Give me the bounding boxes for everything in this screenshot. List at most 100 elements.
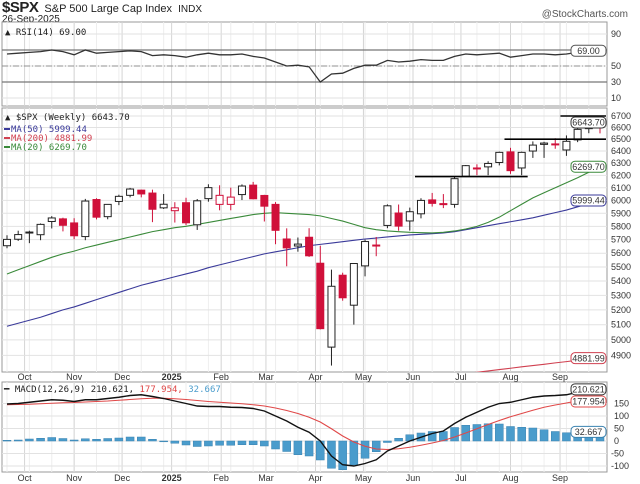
candle-body	[327, 285, 336, 348]
histogram-value-tag-text: 32.667	[575, 427, 603, 437]
candle-body	[237, 185, 246, 196]
candle-body	[405, 211, 414, 222]
rsi-line	[6, 49, 600, 83]
histogram-value-tag: 32.667	[570, 425, 607, 438]
candle-body	[170, 207, 179, 212]
macd-histogram-bar	[293, 440, 303, 455]
price-tick-label: 6300	[611, 158, 631, 168]
tag-ma20: 6269.70	[570, 160, 607, 173]
candle-body	[428, 199, 437, 204]
macd-histogram-bar	[360, 440, 370, 459]
candle	[3, 235, 11, 249]
candle	[338, 272, 347, 301]
candle	[495, 151, 504, 166]
rsi-tick-label: 50	[611, 61, 621, 71]
macd-histogram-bar	[394, 438, 403, 442]
candle	[305, 228, 314, 257]
candle-body	[383, 205, 392, 226]
candle-body	[450, 178, 459, 205]
candle	[551, 138, 560, 149]
signal-value-tag: 177.954	[570, 395, 607, 408]
candle	[372, 236, 381, 257]
macd-date-tick-label: Apr	[308, 473, 322, 483]
macd-histogram-bar	[204, 440, 213, 447]
candle	[528, 141, 537, 158]
price-last-tag-box	[570, 116, 607, 129]
macd-histogram-bar	[92, 439, 101, 442]
candle	[450, 176, 459, 208]
tag-ma200-box	[570, 352, 607, 365]
candle	[193, 199, 202, 230]
signal-value-tag-box	[570, 395, 607, 408]
macd-date-tick-label: Jun	[406, 473, 421, 483]
candle-body	[573, 128, 582, 141]
macd-histogram-bar	[13, 439, 23, 442]
macd-histogram-bar	[125, 436, 135, 442]
candle	[293, 237, 302, 252]
candle-body	[204, 187, 213, 200]
price-date-tick-label: Sep	[552, 372, 568, 382]
candle	[182, 197, 191, 226]
candle-body	[551, 143, 560, 146]
macd-histogram-bar	[181, 440, 191, 446]
candle	[349, 263, 358, 325]
macd-value-tag-text: 210.621	[572, 385, 605, 395]
candle	[148, 189, 157, 223]
candle-body	[416, 199, 425, 215]
candle-body	[58, 218, 67, 226]
candle-body	[215, 194, 224, 205]
macd-histogram-bar	[528, 427, 538, 442]
tag-ma50-box	[570, 194, 607, 207]
macd-panel-frame	[1, 381, 608, 473]
candle-body	[126, 188, 135, 196]
candle-body	[47, 217, 56, 222]
macd-date-tick-label: Jul	[455, 473, 467, 483]
macd-histogram-bar	[506, 426, 515, 442]
macd-histogram-bar	[248, 440, 258, 445]
tag-ma20-text: 6269.70	[572, 162, 605, 172]
price-date-tick-label: May	[355, 372, 373, 382]
macd-histogram-bar	[237, 440, 247, 445]
macd-histogram-bar	[472, 424, 482, 442]
macd-histogram-bar	[226, 440, 236, 446]
candle	[484, 161, 493, 176]
macd-value-tag-box	[570, 383, 607, 396]
macd-tick-label: -50	[611, 449, 624, 459]
rsi-tick-label: 10	[611, 93, 621, 103]
candle	[204, 184, 213, 202]
candle-body	[182, 202, 191, 224]
price-tick-label: 5600	[611, 248, 631, 258]
candle	[81, 198, 90, 241]
macd-histogram-bar	[159, 440, 168, 443]
price-tick-label: 5400	[611, 276, 631, 286]
macd-histogram-bar	[114, 437, 124, 442]
candle-body	[472, 167, 481, 170]
candle	[271, 202, 280, 245]
price-tick-label: 5000	[611, 335, 631, 345]
macd-value-tag: 210.621	[570, 383, 607, 396]
candle	[237, 184, 246, 201]
candle	[461, 165, 470, 177]
macd-legend-part-2: 177.954,	[139, 385, 188, 395]
candle-body	[338, 274, 347, 299]
macd-histogram-bar	[383, 440, 392, 443]
tag-ma50-text: 5999.44	[572, 196, 605, 206]
candle-body	[305, 236, 314, 257]
candle-body	[562, 140, 571, 151]
chart-header: $SPX S&P 500 Large Cap Index INDX	[2, 0, 202, 15]
candle	[282, 228, 291, 267]
candle	[92, 198, 101, 220]
macd-histogram-bar	[69, 439, 79, 442]
candle-body	[3, 238, 11, 247]
macd-date-tick-label: May	[355, 473, 373, 483]
candle-body	[528, 144, 537, 152]
candle-body	[148, 192, 157, 210]
macd-histogram-bar	[25, 438, 34, 442]
macd-legend-part-3: 32.667	[188, 385, 221, 395]
candle-body	[361, 241, 370, 267]
candle	[383, 204, 392, 229]
candle	[170, 202, 179, 223]
candle-body	[506, 151, 515, 172]
macd-histogram-bar	[304, 440, 314, 457]
macd-histogram-bar	[170, 440, 180, 444]
